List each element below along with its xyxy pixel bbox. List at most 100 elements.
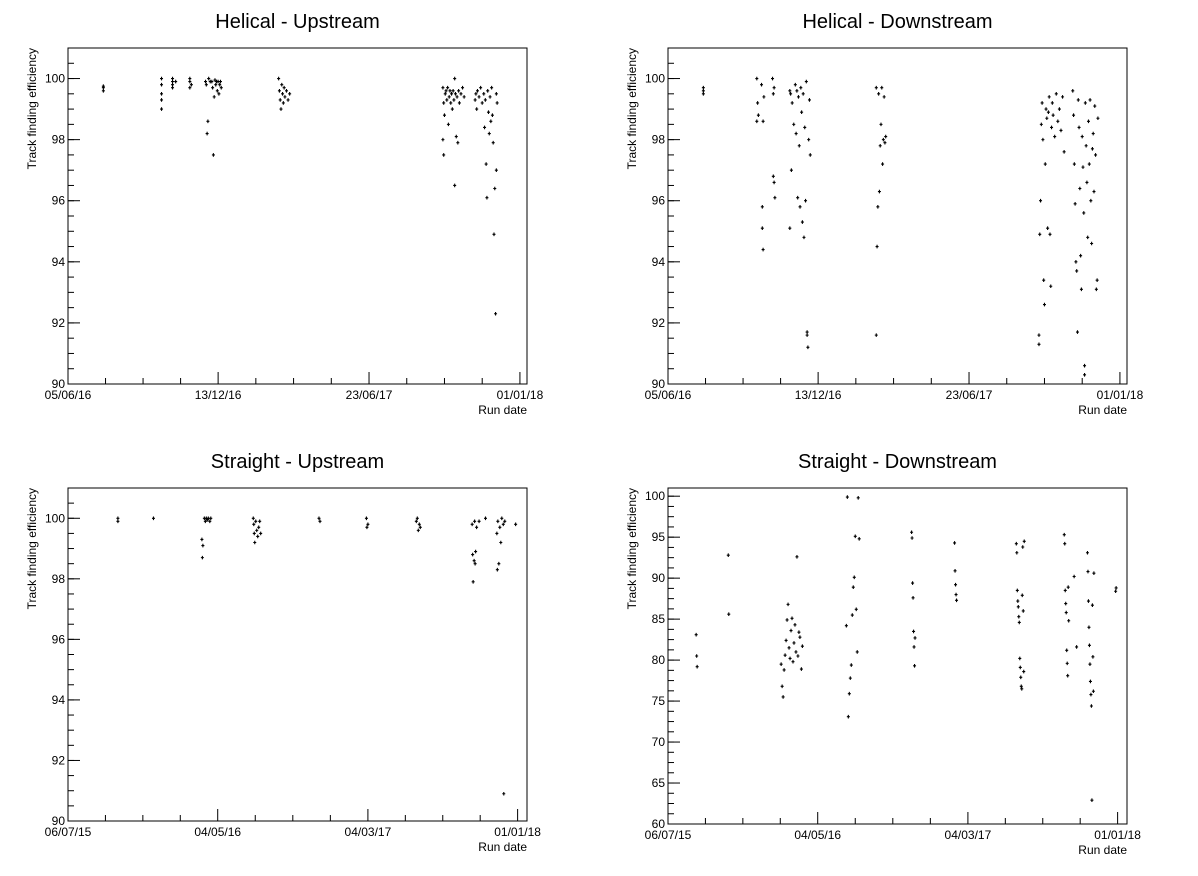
x-tick-label: 01/01/18: [1097, 388, 1144, 402]
data-point: [486, 110, 490, 114]
data-point: [1086, 119, 1090, 124]
data-point: [789, 628, 793, 633]
data-point: [802, 235, 806, 240]
x-tick-label: 23/06/17: [946, 388, 993, 402]
data-point: [798, 635, 802, 639]
data-point: [847, 691, 851, 696]
data-point: [255, 528, 259, 533]
data-point: [1083, 373, 1087, 377]
data-point: [804, 198, 808, 203]
data-point: [801, 92, 805, 96]
data-point: [794, 131, 798, 136]
data-point: [762, 95, 766, 99]
data-point: [473, 561, 477, 566]
data-point: [1075, 645, 1079, 649]
data-point: [1022, 669, 1026, 674]
data-point: [796, 95, 800, 99]
x-tick-label: 04/03/17: [345, 825, 392, 839]
data-point: [761, 119, 765, 124]
data-point: [1088, 679, 1092, 684]
data-point: [487, 131, 491, 136]
data-point: [804, 79, 808, 84]
data-point: [784, 638, 788, 643]
data-point: [1114, 589, 1118, 594]
data-point: [256, 534, 260, 539]
data-point: [789, 168, 793, 172]
data-point: [1074, 260, 1078, 264]
data-point: [761, 247, 765, 252]
x-tick-label: 01/01/18: [494, 825, 541, 839]
data-point: [803, 125, 807, 130]
data-point: [1018, 656, 1022, 661]
data-point: [787, 646, 791, 650]
data-point: [207, 76, 211, 81]
y-tick-label: 65: [652, 776, 666, 790]
data-point: [1017, 620, 1021, 625]
helical-downstream-frame: [667, 47, 1128, 385]
data-point: [1016, 599, 1020, 603]
data-point: [282, 85, 286, 90]
data-point: [912, 645, 916, 649]
x-tick-label: 05/06/16: [45, 388, 92, 402]
data-point: [1015, 550, 1019, 555]
data-point: [806, 345, 810, 350]
data-point: [854, 607, 858, 612]
data-point: [881, 162, 885, 166]
data-point: [912, 629, 916, 634]
data-point: [484, 162, 488, 166]
data-point: [791, 659, 795, 664]
data-point: [1018, 665, 1022, 670]
data-point: [483, 516, 487, 521]
data-point: [442, 113, 446, 117]
data-point: [500, 516, 504, 521]
data-point: [1092, 571, 1096, 576]
data-point: [1067, 618, 1071, 623]
straight-upstream-panel: Straight - Upstream 90 92 94 96 98 100 06/07/15…: [25, 451, 541, 854]
data-point: [451, 88, 455, 93]
x-tick-label: 23/06/17: [346, 388, 393, 402]
data-point: [1079, 253, 1083, 258]
data-point: [1037, 342, 1041, 347]
data-point: [501, 522, 505, 527]
data-point: [495, 531, 499, 536]
data-point: [189, 82, 193, 87]
y-tick-label: 100: [645, 72, 665, 86]
data-point: [211, 153, 215, 157]
data-point: [782, 668, 786, 672]
y-tick-label: 96: [52, 194, 66, 208]
data-point: [1064, 601, 1068, 606]
data-point: [1080, 134, 1084, 139]
y-tick-label: 100: [45, 72, 65, 86]
data-point: [1038, 232, 1042, 237]
data-point: [490, 85, 494, 90]
data-point: [208, 519, 212, 524]
data-point: [773, 195, 777, 200]
data-point: [1045, 116, 1049, 121]
data-point: [444, 88, 448, 93]
data-point: [281, 92, 285, 96]
data-point: [171, 85, 175, 90]
data-point: [701, 88, 705, 93]
data-point: [1086, 569, 1090, 574]
data-point: [201, 543, 205, 548]
x-tick-label: 13/12/16: [795, 388, 842, 402]
data-point: [160, 82, 164, 87]
data-point: [1085, 180, 1089, 185]
y-tick-label: 98: [52, 133, 66, 147]
data-point: [160, 92, 164, 96]
x-tick-label: 06/07/15: [645, 828, 692, 842]
data-point: [1091, 689, 1095, 694]
data-point: [470, 522, 474, 527]
data-point: [450, 107, 454, 111]
data-point: [1090, 798, 1094, 803]
data-point: [1063, 588, 1067, 593]
data-point: [259, 531, 263, 536]
data-point: [461, 85, 465, 90]
data-point: [726, 553, 730, 557]
data-point: [1089, 704, 1093, 708]
data-point: [251, 516, 255, 521]
data-point: [1054, 92, 1058, 96]
data-point: [448, 88, 452, 93]
y-tick-label: 92: [52, 753, 66, 767]
data-point: [1057, 107, 1061, 111]
